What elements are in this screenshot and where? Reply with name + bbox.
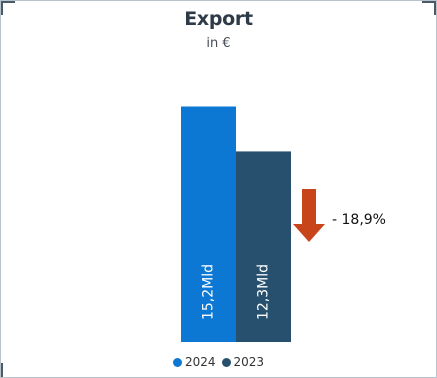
- bars-group: 15,2Mld 12,3Mld: [181, 106, 291, 342]
- bar-data-label-2023: 12,3Mld: [256, 264, 272, 320]
- legend-label-2023: 2023: [233, 355, 265, 369]
- frame-corner-marker: [434, 1, 436, 15]
- frame-corner-marker: [422, 1, 436, 3]
- frame-corner-marker: [1, 1, 3, 15]
- bar-data-label-2024: 15,2Mld: [201, 264, 217, 320]
- change-label: - 18,9%: [332, 212, 386, 228]
- legend-item[interactable]: 2023: [221, 355, 265, 369]
- legend-item[interactable]: 2024: [172, 355, 216, 369]
- bar-2024[interactable]: [181, 106, 236, 342]
- frame-corner-marker: [1, 363, 3, 377]
- frame-corner-marker: [1, 1, 15, 3]
- down-arrow-icon: [293, 189, 325, 242]
- bar-2023[interactable]: [236, 151, 291, 342]
- change-indicator: - 18,9%: [293, 189, 386, 242]
- legend-label-2024: 2024: [184, 355, 216, 369]
- chart-subtitle: in €: [206, 36, 231, 51]
- legend-marker-2023: [221, 357, 231, 367]
- chart-title: Export: [184, 8, 253, 30]
- legend-marker-2024: [172, 357, 182, 367]
- legend: 2024 2023: [0, 355, 437, 369]
